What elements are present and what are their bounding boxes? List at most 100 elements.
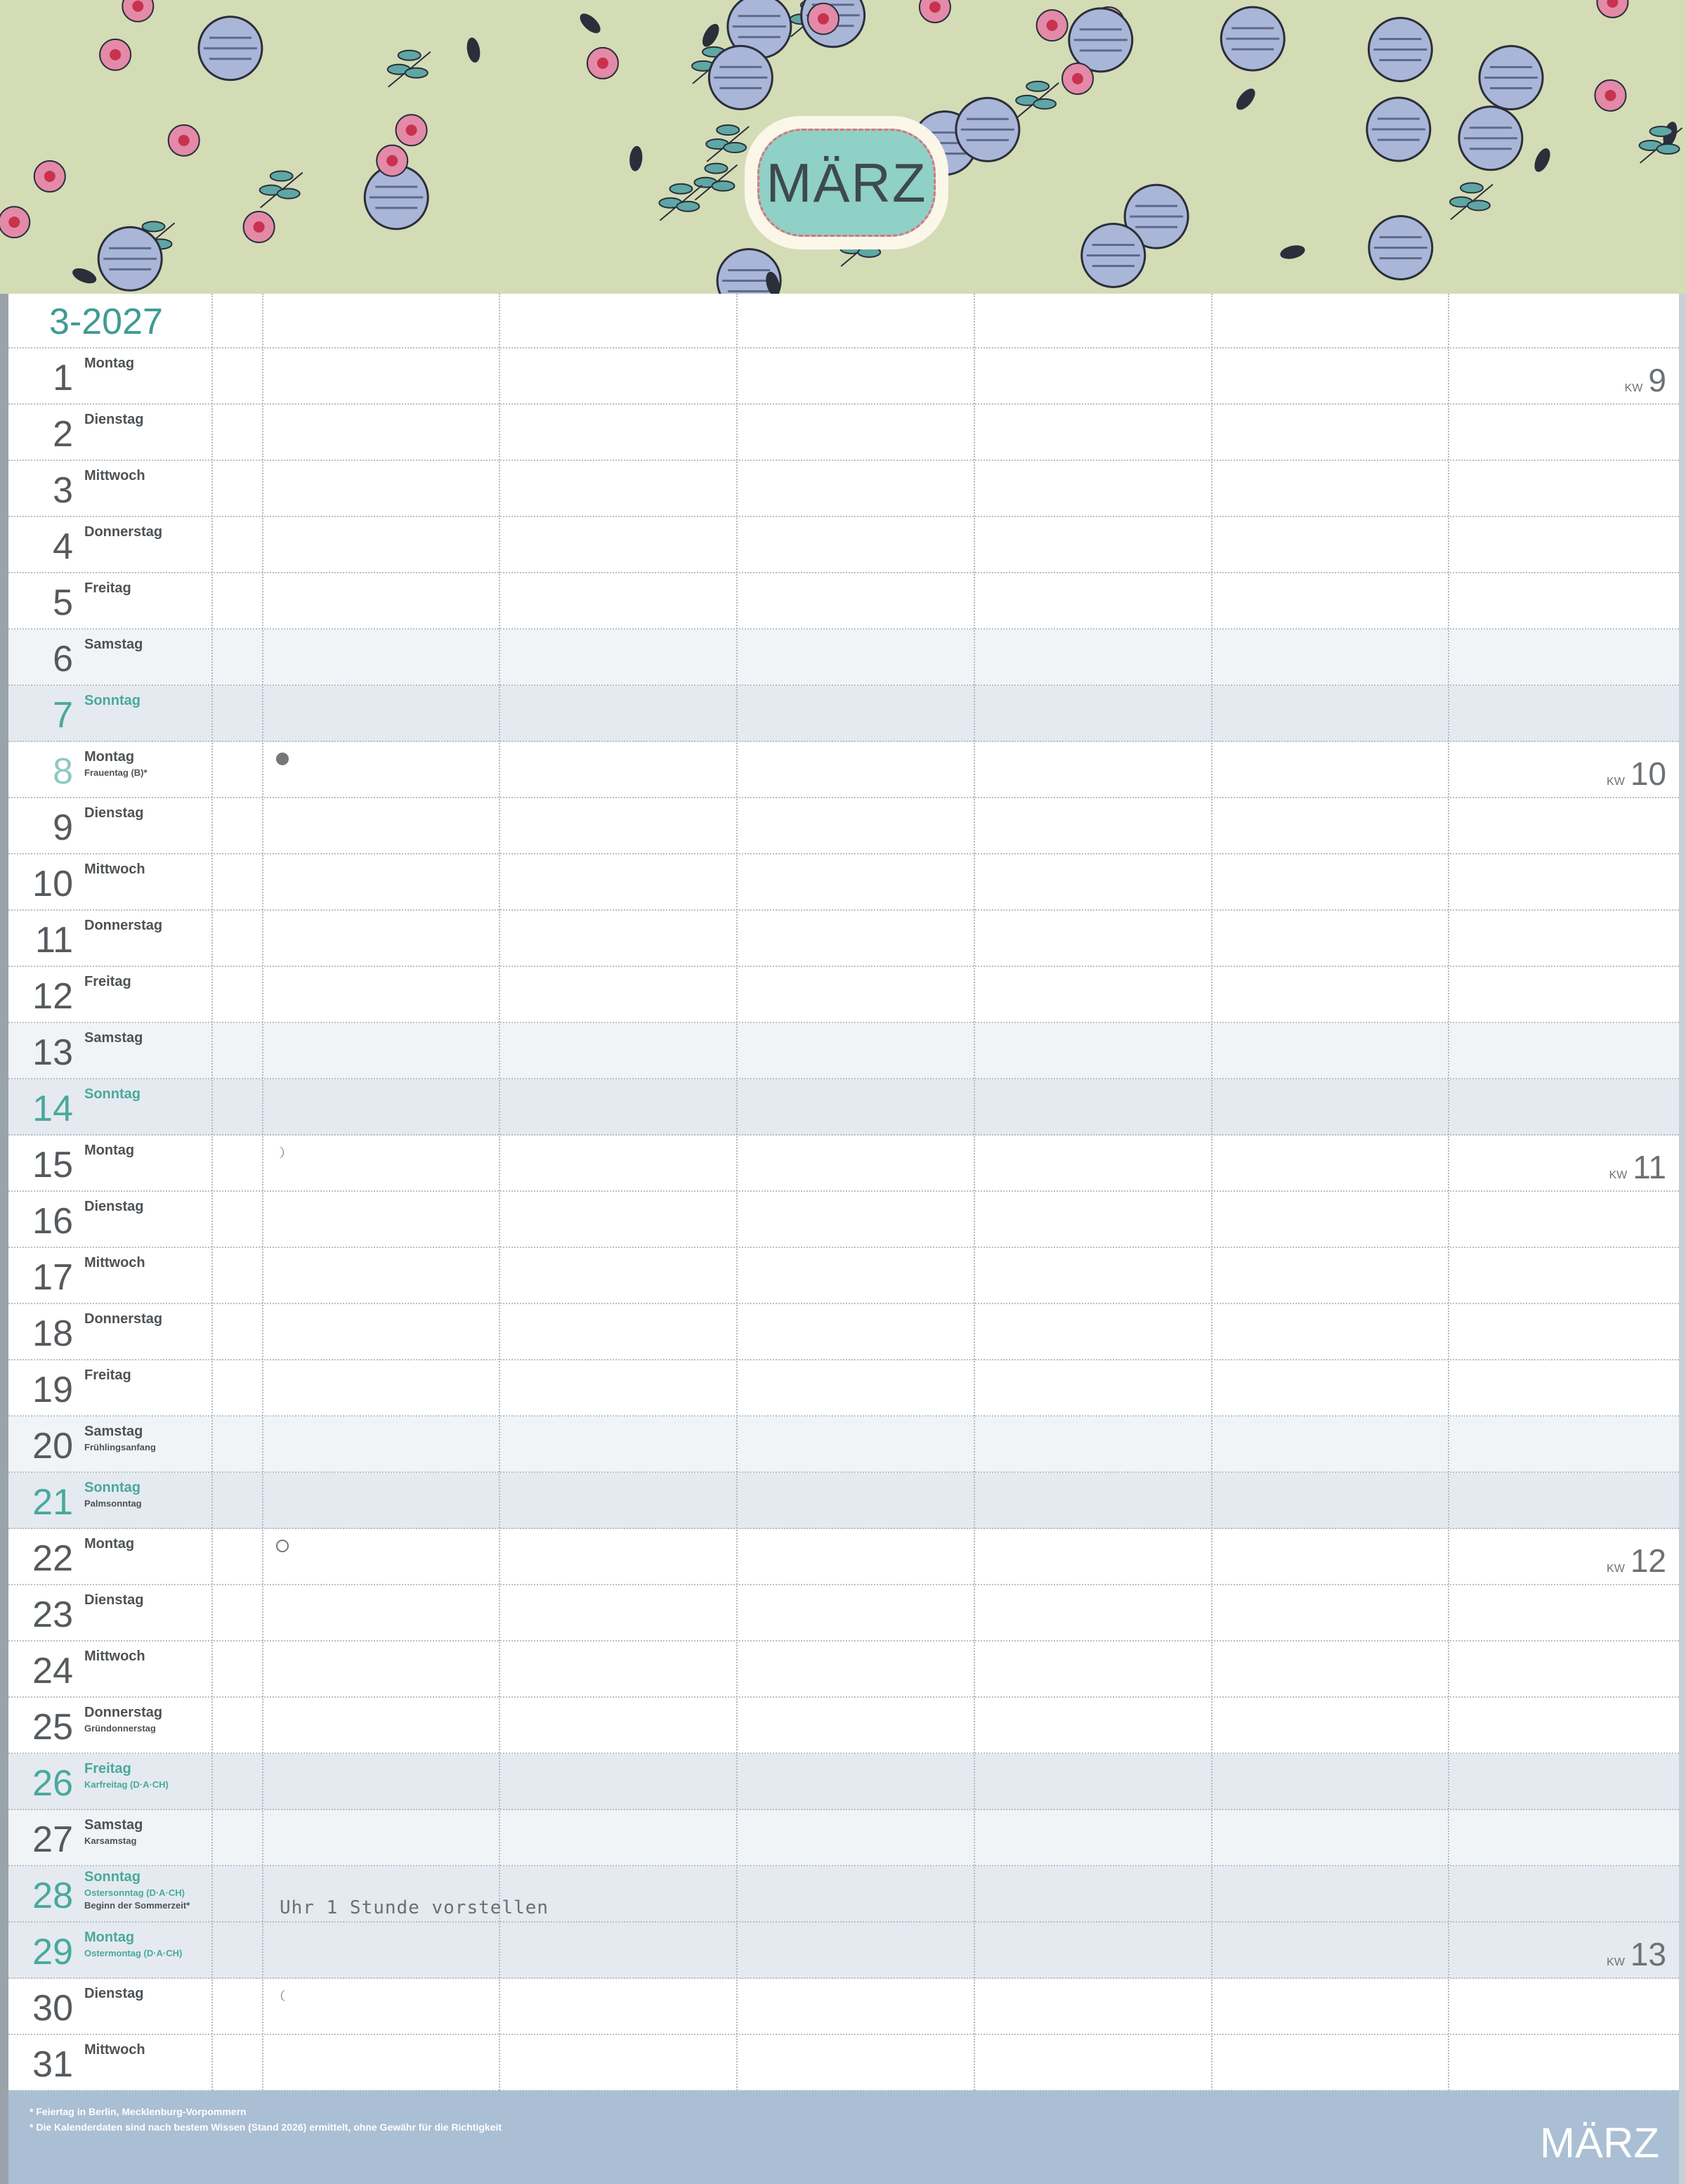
day-row[interactable]: 3 Mittwoch [8, 461, 1679, 517]
kw-number: 13 [1630, 1936, 1666, 1972]
weekday-label: Sonntag [84, 1480, 140, 1495]
day-row[interactable]: 15 Montag KW 11 [8, 1136, 1679, 1192]
day-row[interactable]: 29 Montag Ostermontag (D·A·CH) KW 13 [8, 1923, 1679, 1979]
holiday-label: Ostersonntag (D·A·CH) [84, 1887, 185, 1898]
bulb-flower-icon [1368, 214, 1434, 280]
bulb-flower-icon [1458, 105, 1524, 171]
holiday-label: Beginn der Sommerzeit* [84, 1900, 190, 1911]
day-number: 15 [32, 1145, 73, 1185]
right-border [1679, 294, 1686, 2184]
bulb-flower-icon [1080, 222, 1146, 288]
day-row[interactable]: 12 Freitag [8, 967, 1679, 1023]
day-row[interactable]: 1 Montag KW 9 [8, 349, 1679, 405]
pink-flower-icon [918, 0, 951, 24]
bulb-flower-icon [1367, 17, 1433, 83]
day-number: 26 [32, 1763, 73, 1804]
pink-flower-icon [1596, 0, 1629, 18]
pink-flower-icon [1035, 9, 1069, 42]
day-number: 11 [35, 920, 73, 961]
leaf-sprig-icon [658, 183, 703, 221]
day-row[interactable]: 26 Freitag Karfreitag (D·A·CH) [8, 1754, 1679, 1810]
weekday-label: Dienstag [84, 1199, 144, 1214]
weekday-label: Samstag [84, 1030, 143, 1046]
day-number: 8 [53, 751, 73, 792]
holiday-label: Palmsonntag [84, 1498, 142, 1509]
kw-label: KW [1609, 1169, 1628, 1181]
weekday-label: Dienstag [84, 1986, 144, 2001]
weekday-label: Mittwoch [84, 2042, 145, 2058]
day-row[interactable]: 2 Dienstag [8, 405, 1679, 461]
day-row[interactable]: 23 Dienstag [8, 1585, 1679, 1642]
first-quarter-moon-icon [280, 1147, 284, 1158]
day-row[interactable]: 22 Montag KW 12 [8, 1529, 1679, 1585]
holiday-label: Karsamstag [84, 1835, 137, 1846]
weekday-label: Freitag [84, 580, 131, 596]
floral-pattern-illustration [0, 0, 1683, 294]
leaf-sprig-icon [1638, 125, 1683, 164]
day-number: 27 [32, 1819, 73, 1860]
black-leaf-icon [766, 271, 780, 294]
pink-flower-icon [376, 144, 409, 177]
day-row[interactable]: 11 Donnerstag [8, 911, 1679, 967]
day-number: 6 [53, 639, 73, 680]
day-row[interactable]: 31 Mittwoch [8, 2035, 1679, 2091]
pink-flower-icon [586, 46, 619, 79]
weekday-label: Mittwoch [84, 1255, 145, 1270]
day-row[interactable]: 4 Donnerstag [8, 517, 1679, 573]
black-leaf-icon [72, 268, 97, 284]
day-row[interactable]: 27 Samstag Karsamstag [8, 1810, 1679, 1866]
day-number: 21 [32, 1482, 73, 1523]
calendar-week: KW 9 [1625, 361, 1666, 399]
day-row[interactable]: 9 Dienstag [8, 798, 1679, 854]
day-number: 29 [32, 1932, 73, 1972]
footnote: * Die Kalenderdaten sind nach bestem Wis… [30, 2121, 502, 2133]
kw-number: 10 [1630, 755, 1666, 792]
day-row[interactable]: 10 Mittwoch [8, 854, 1679, 911]
holiday-label: Karfreitag (D·A·CH) [84, 1779, 169, 1790]
pink-flower-icon [1061, 63, 1094, 96]
black-leaf-icon [466, 37, 481, 63]
bulb-flower-icon [1478, 45, 1544, 111]
day-row[interactable]: 20 Samstag Frühlingsanfang [8, 1417, 1679, 1473]
day-number: 16 [32, 1201, 73, 1242]
weekday-label: Montag [84, 749, 135, 765]
floral-banner: MÄRZ [0, 0, 1686, 294]
day-number: 28 [32, 1876, 73, 1916]
day-row[interactable]: 5 Freitag [8, 573, 1679, 630]
day-row[interactable]: 21 Sonntag Palmsonntag [8, 1473, 1679, 1529]
pink-flower-icon [242, 211, 275, 244]
calendar-week: KW 10 [1607, 755, 1666, 793]
day-row[interactable]: 6 Samstag [8, 630, 1679, 686]
day-row[interactable]: 8 Montag Frauentag (B)* KW 10 [8, 742, 1679, 798]
full-moon-icon [276, 1540, 289, 1552]
kw-number: 9 [1648, 362, 1666, 398]
day-row[interactable]: 30 Dienstag [8, 1979, 1679, 2035]
day-row[interactable]: 24 Mittwoch [8, 1642, 1679, 1698]
pink-flower-icon [122, 0, 155, 22]
kw-number: 11 [1633, 1149, 1666, 1185]
weekday-label: Dienstag [84, 412, 144, 427]
day-number: 19 [32, 1370, 73, 1410]
day-row[interactable]: 28 Sonntag Ostersonntag (D·A·CH) Beginn der… [8, 1866, 1679, 1923]
footnote: * Feiertag in Berlin, Mecklenburg-Vorpom… [30, 2106, 247, 2117]
day-number: 7 [53, 695, 73, 736]
pink-flower-icon [1594, 79, 1627, 112]
day-row[interactable]: 17 Mittwoch [8, 1248, 1679, 1304]
kw-label: KW [1607, 776, 1625, 788]
day-row[interactable]: 25 Donnerstag Gründonnerstag [8, 1698, 1679, 1754]
day-row[interactable]: 18 Donnerstag [8, 1304, 1679, 1360]
day-row[interactable]: 14 Sonntag [8, 1079, 1679, 1136]
black-leaf-icon [629, 145, 643, 171]
weekday-label: Donnerstag [84, 1705, 163, 1720]
day-row[interactable]: 16 Dienstag [8, 1192, 1679, 1248]
holiday-label: Frühlingsanfang [84, 1442, 156, 1452]
day-row[interactable]: 7 Sonntag [8, 686, 1679, 742]
day-row[interactable]: 13 Samstag [8, 1023, 1679, 1079]
weekday-label: Montag [84, 1930, 135, 1945]
header-row [8, 294, 1679, 349]
column-divider [1211, 294, 1213, 2091]
weekday-label: Freitag [84, 1367, 131, 1383]
holiday-label: Ostermontag (D·A·CH) [84, 1948, 183, 1958]
day-row[interactable]: 19 Freitag [8, 1360, 1679, 1417]
day-number: 10 [32, 864, 73, 904]
